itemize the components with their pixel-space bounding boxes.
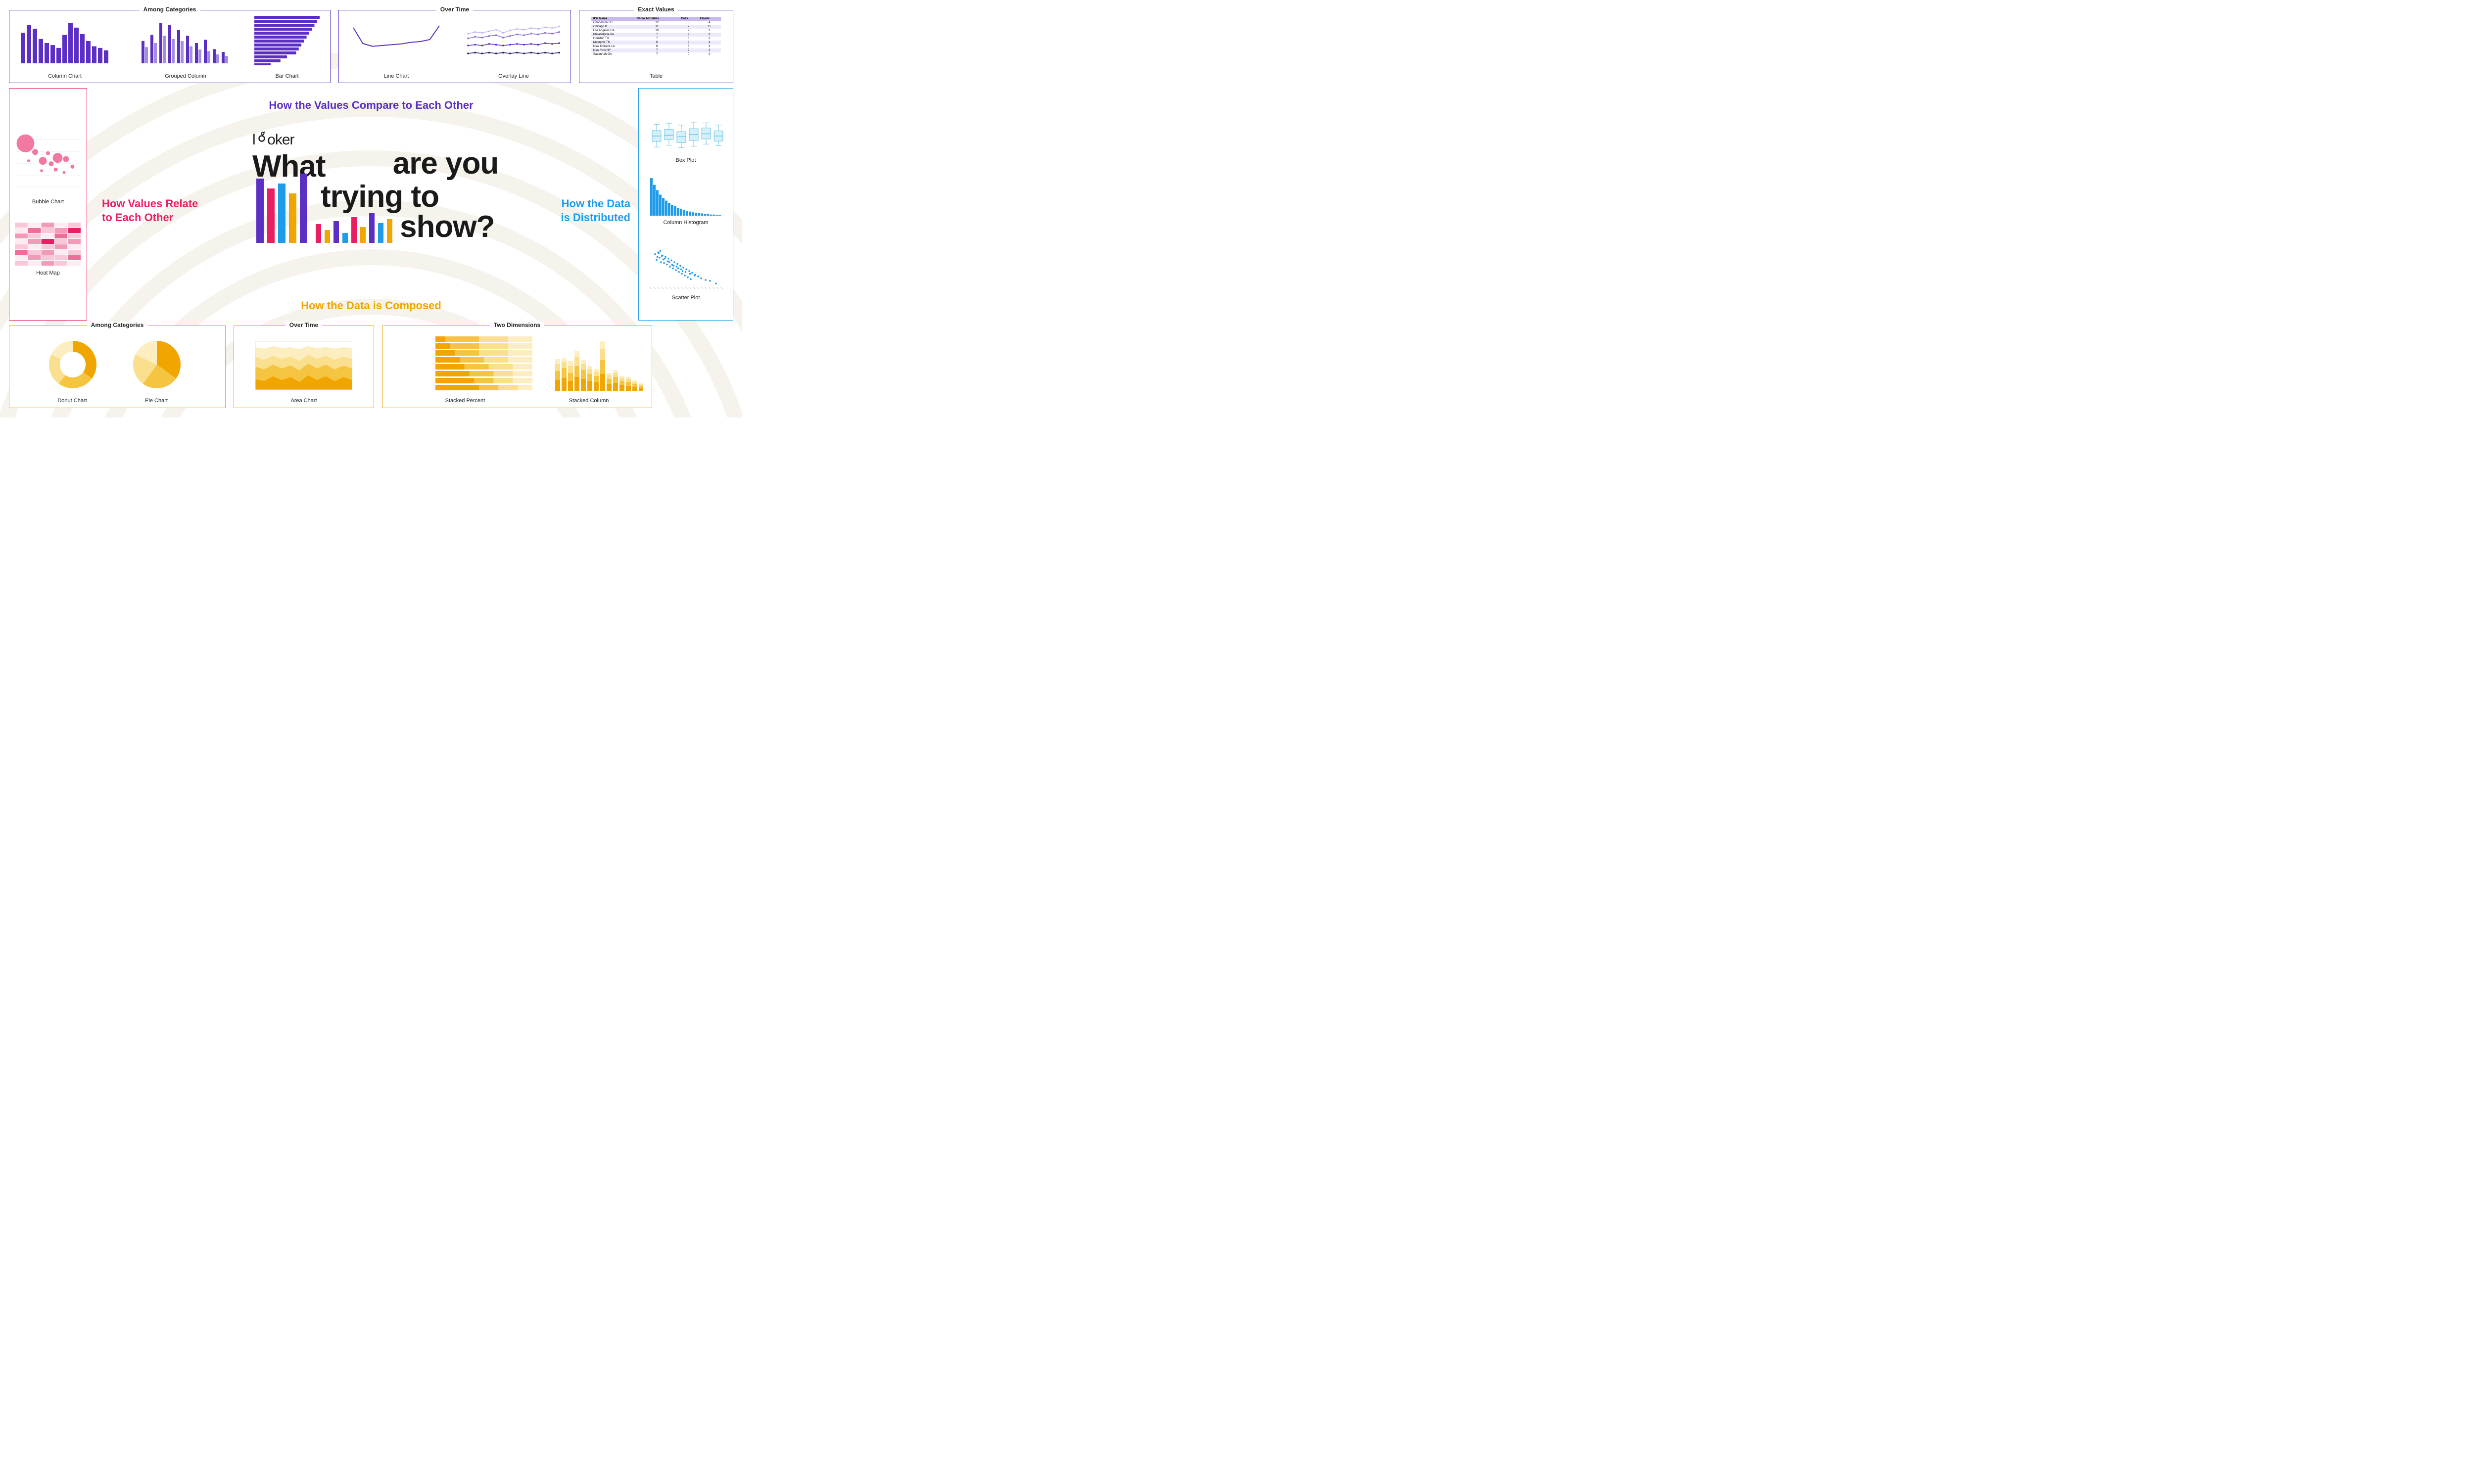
hero-line3: trying to <box>321 182 439 212</box>
relate-line1: How Values Relate <box>102 197 198 210</box>
chart-donut <box>46 337 100 392</box>
group-title-compose-time: Over Time <box>285 322 322 328</box>
group-title-exact-values: Exact Values <box>634 6 678 13</box>
chart-boxplot <box>649 118 723 154</box>
label-stacked-percent: Stacked Percent <box>401 398 529 404</box>
label-line-chart: Line Chart <box>349 73 443 79</box>
group-title-over-time: Over Time <box>436 6 473 13</box>
hero-line4: show? <box>400 212 494 242</box>
label-heat-map: Heat Map <box>9 270 87 276</box>
hero: loker What are you trying to show? <box>252 131 510 242</box>
chart-bubble <box>16 135 80 193</box>
distrib-line2: is Distributed <box>561 211 630 224</box>
label-box-plot: Box Plot <box>638 157 733 163</box>
label-area-chart: Area Chart <box>234 398 374 404</box>
group-title-compose-cat: Among Categories <box>87 322 148 328</box>
label-bar-chart: Bar Chart <box>242 73 332 79</box>
chart-grouped-column <box>139 19 233 63</box>
chart-pie <box>130 337 184 392</box>
hero-line2: are you <box>393 149 499 179</box>
chart-overlay-line <box>464 19 563 64</box>
chart-stacked-percent <box>435 336 532 391</box>
label-table: Table <box>579 73 733 79</box>
chart-stacked-column <box>554 336 643 391</box>
label-bubble-chart: Bubble Chart <box>9 199 87 205</box>
label-column-chart: Column Chart <box>18 73 112 79</box>
hero-bars-tall <box>256 174 307 243</box>
section-title-distributed: How the Data is Distributed How the Data… <box>561 197 630 224</box>
chart-table: ICR NameRadio ActivitiesCallsEmailsCharl… <box>591 17 721 56</box>
chart-line <box>349 19 443 64</box>
group-title-compose-two: Two Dimensions <box>490 322 544 328</box>
chart-area <box>255 341 352 390</box>
label-donut-chart: Donut Chart <box>28 398 117 404</box>
group-title-among-categories: Among Categories <box>140 6 200 13</box>
chart-scatter <box>649 244 723 289</box>
section-title-compose: How the Data is Composed <box>0 299 742 312</box>
distrib-line1: How the Data <box>562 197 630 210</box>
label-overlay-line: Overlay Line <box>464 73 563 79</box>
relate-line2: to Each Other <box>102 211 173 224</box>
label-grouped-column: Grouped Column <box>139 73 233 79</box>
hero-bars-short <box>316 213 392 243</box>
label-histogram: Column Histogram <box>638 220 733 226</box>
label-stacked-column: Stacked Column <box>529 398 648 404</box>
chart-column <box>18 19 112 63</box>
section-title-relate: How Values Relate to Each Other How Valu… <box>102 197 198 224</box>
label-pie-chart: Pie Chart <box>112 398 201 404</box>
chart-histogram <box>649 176 723 216</box>
chart-heatmap <box>15 223 81 266</box>
section-title-compare: How the Values Compare to Each Other <box>0 99 742 112</box>
panel-compose-categories: Among Categories <box>9 325 226 408</box>
chart-bar <box>252 15 322 65</box>
